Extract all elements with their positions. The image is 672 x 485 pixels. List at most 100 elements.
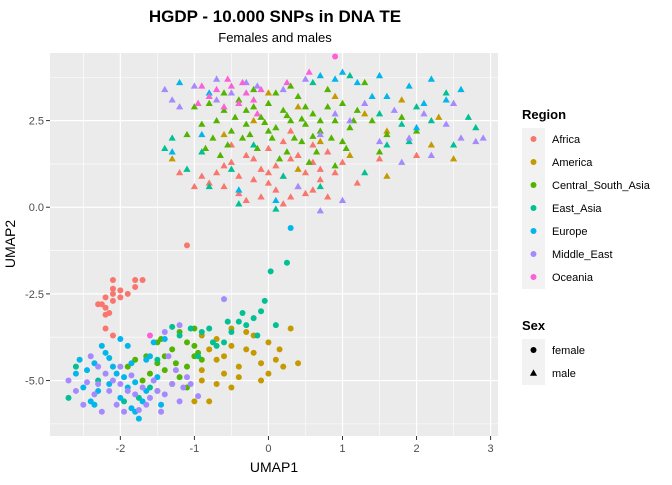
point-central-south-asia-male (216, 151, 224, 158)
point-oceania-male (205, 92, 213, 100)
point-middle-east-female (106, 387, 113, 394)
point-europe-female (135, 415, 142, 422)
point-central-south-asia-male (324, 85, 332, 93)
legend-key-central-south-asia (530, 182, 537, 188)
point-oceania-male (242, 89, 250, 96)
point-east-asia-female (154, 356, 161, 363)
point-east-asia-male (472, 123, 480, 131)
point-middle-east-female (109, 377, 116, 384)
point-middle-east-female (165, 353, 172, 360)
point-central-south-asia-female (172, 360, 179, 367)
point-east-asia-female (243, 322, 250, 329)
point-east-asia-male (250, 141, 258, 148)
point-africa-female (102, 294, 109, 301)
point-africa-male (250, 175, 258, 183)
point-africa-male (190, 182, 198, 190)
point-east-asia-male (272, 205, 280, 212)
point-east-asia-male (198, 148, 206, 155)
point-africa-male (272, 162, 280, 169)
point-central-south-asia-female (176, 374, 183, 381)
point-europe-female (80, 384, 87, 391)
point-central-south-asia-male (264, 127, 273, 134)
point-america-female (228, 384, 235, 391)
point-africa-female (132, 283, 139, 290)
point-america-female (258, 360, 265, 367)
point-europe-female (72, 370, 79, 377)
point-america-female (198, 377, 205, 384)
axes: -2 -1 0 1 2 3 -5.0 -2.5 0.0 2.5 (25, 116, 494, 455)
point-central-south-asia-male (368, 116, 376, 124)
point-central-south-asia-male (242, 120, 250, 127)
point-central-south-asia-female (183, 363, 190, 370)
point-middle-east-male (316, 207, 324, 214)
point-oceania-male (213, 85, 221, 93)
legend-sex: Sex female male (522, 318, 585, 385)
point-europe-female (102, 349, 109, 356)
point-central-south-asia-male (283, 111, 291, 119)
point-africa-female (106, 309, 113, 316)
legend-label-east-asia: East_Asia (552, 203, 602, 215)
point-africa-male (353, 179, 361, 186)
point-central-south-asia-male (353, 106, 361, 113)
point-east-asia-male (464, 113, 472, 120)
point-africa-male (287, 127, 295, 134)
point-america-male (250, 116, 258, 124)
point-middle-east-male (331, 110, 339, 117)
point-middle-east-male (213, 96, 221, 103)
point-east-asia-male (316, 182, 324, 190)
point-africa-female (102, 325, 109, 332)
point-middle-east-male (479, 134, 487, 141)
point-oceania-female (146, 332, 153, 339)
point-central-south-asia-male (324, 103, 332, 110)
legend-sex-keys-background (522, 339, 545, 385)
point-east-asia-female (254, 332, 261, 339)
point-oceania-male (238, 78, 247, 86)
point-europe-male (235, 186, 243, 193)
point-central-south-asia-male (316, 116, 324, 124)
x-axis-label: UMAP1 (250, 459, 298, 475)
point-america-male (331, 92, 339, 100)
point-middle-east-female (161, 329, 168, 336)
point-africa-male (175, 168, 184, 176)
point-oceania-male (305, 68, 313, 75)
point-middle-east-female (187, 381, 194, 388)
point-central-south-asia-male (338, 137, 347, 145)
point-europe-male (442, 96, 450, 103)
point-middle-east-female (117, 363, 124, 370)
point-middle-east-male (442, 120, 450, 127)
point-middle-east-female (128, 372, 135, 379)
point-central-south-asia-female (169, 346, 176, 353)
point-central-south-asia-male (298, 115, 306, 122)
point-east-asia-female (258, 308, 265, 315)
point-africa-female (95, 301, 102, 308)
legend-region: Region Africa America Central_South_Asia Ea… (522, 107, 651, 289)
point-central-south-asia-male (294, 92, 302, 100)
point-east-asia-female (198, 329, 205, 336)
point-america-female (243, 329, 250, 336)
point-africa-male (287, 155, 295, 162)
legend-key-europe (530, 228, 537, 234)
point-europe-female (84, 367, 91, 374)
legend-key-oceania (530, 274, 537, 280)
point-africa-female (109, 285, 116, 292)
point-africa-female (109, 277, 116, 284)
legend-label-central-south-asia: Central_South_Asia (552, 180, 651, 192)
point-central-south-asia-male (242, 106, 250, 113)
point-middle-east-male (472, 137, 480, 145)
point-central-south-asia-male (346, 123, 354, 131)
point-europe-male (168, 148, 176, 155)
point-middle-east-female (176, 398, 183, 405)
point-africa-male (220, 182, 228, 190)
point-middle-east-female (195, 393, 202, 400)
point-africa-male (316, 165, 324, 172)
point-africa-female (117, 294, 124, 301)
point-east-asia-male (398, 120, 406, 127)
point-east-asia-male (375, 110, 384, 117)
point-oceania-male (250, 96, 258, 103)
point-central-south-asia-male (309, 110, 317, 117)
point-africa-male (309, 186, 317, 193)
point-east-asia-male (383, 141, 391, 148)
point-africa-male (338, 158, 347, 165)
point-europe-male (272, 196, 280, 204)
point-africa-male (301, 189, 310, 197)
